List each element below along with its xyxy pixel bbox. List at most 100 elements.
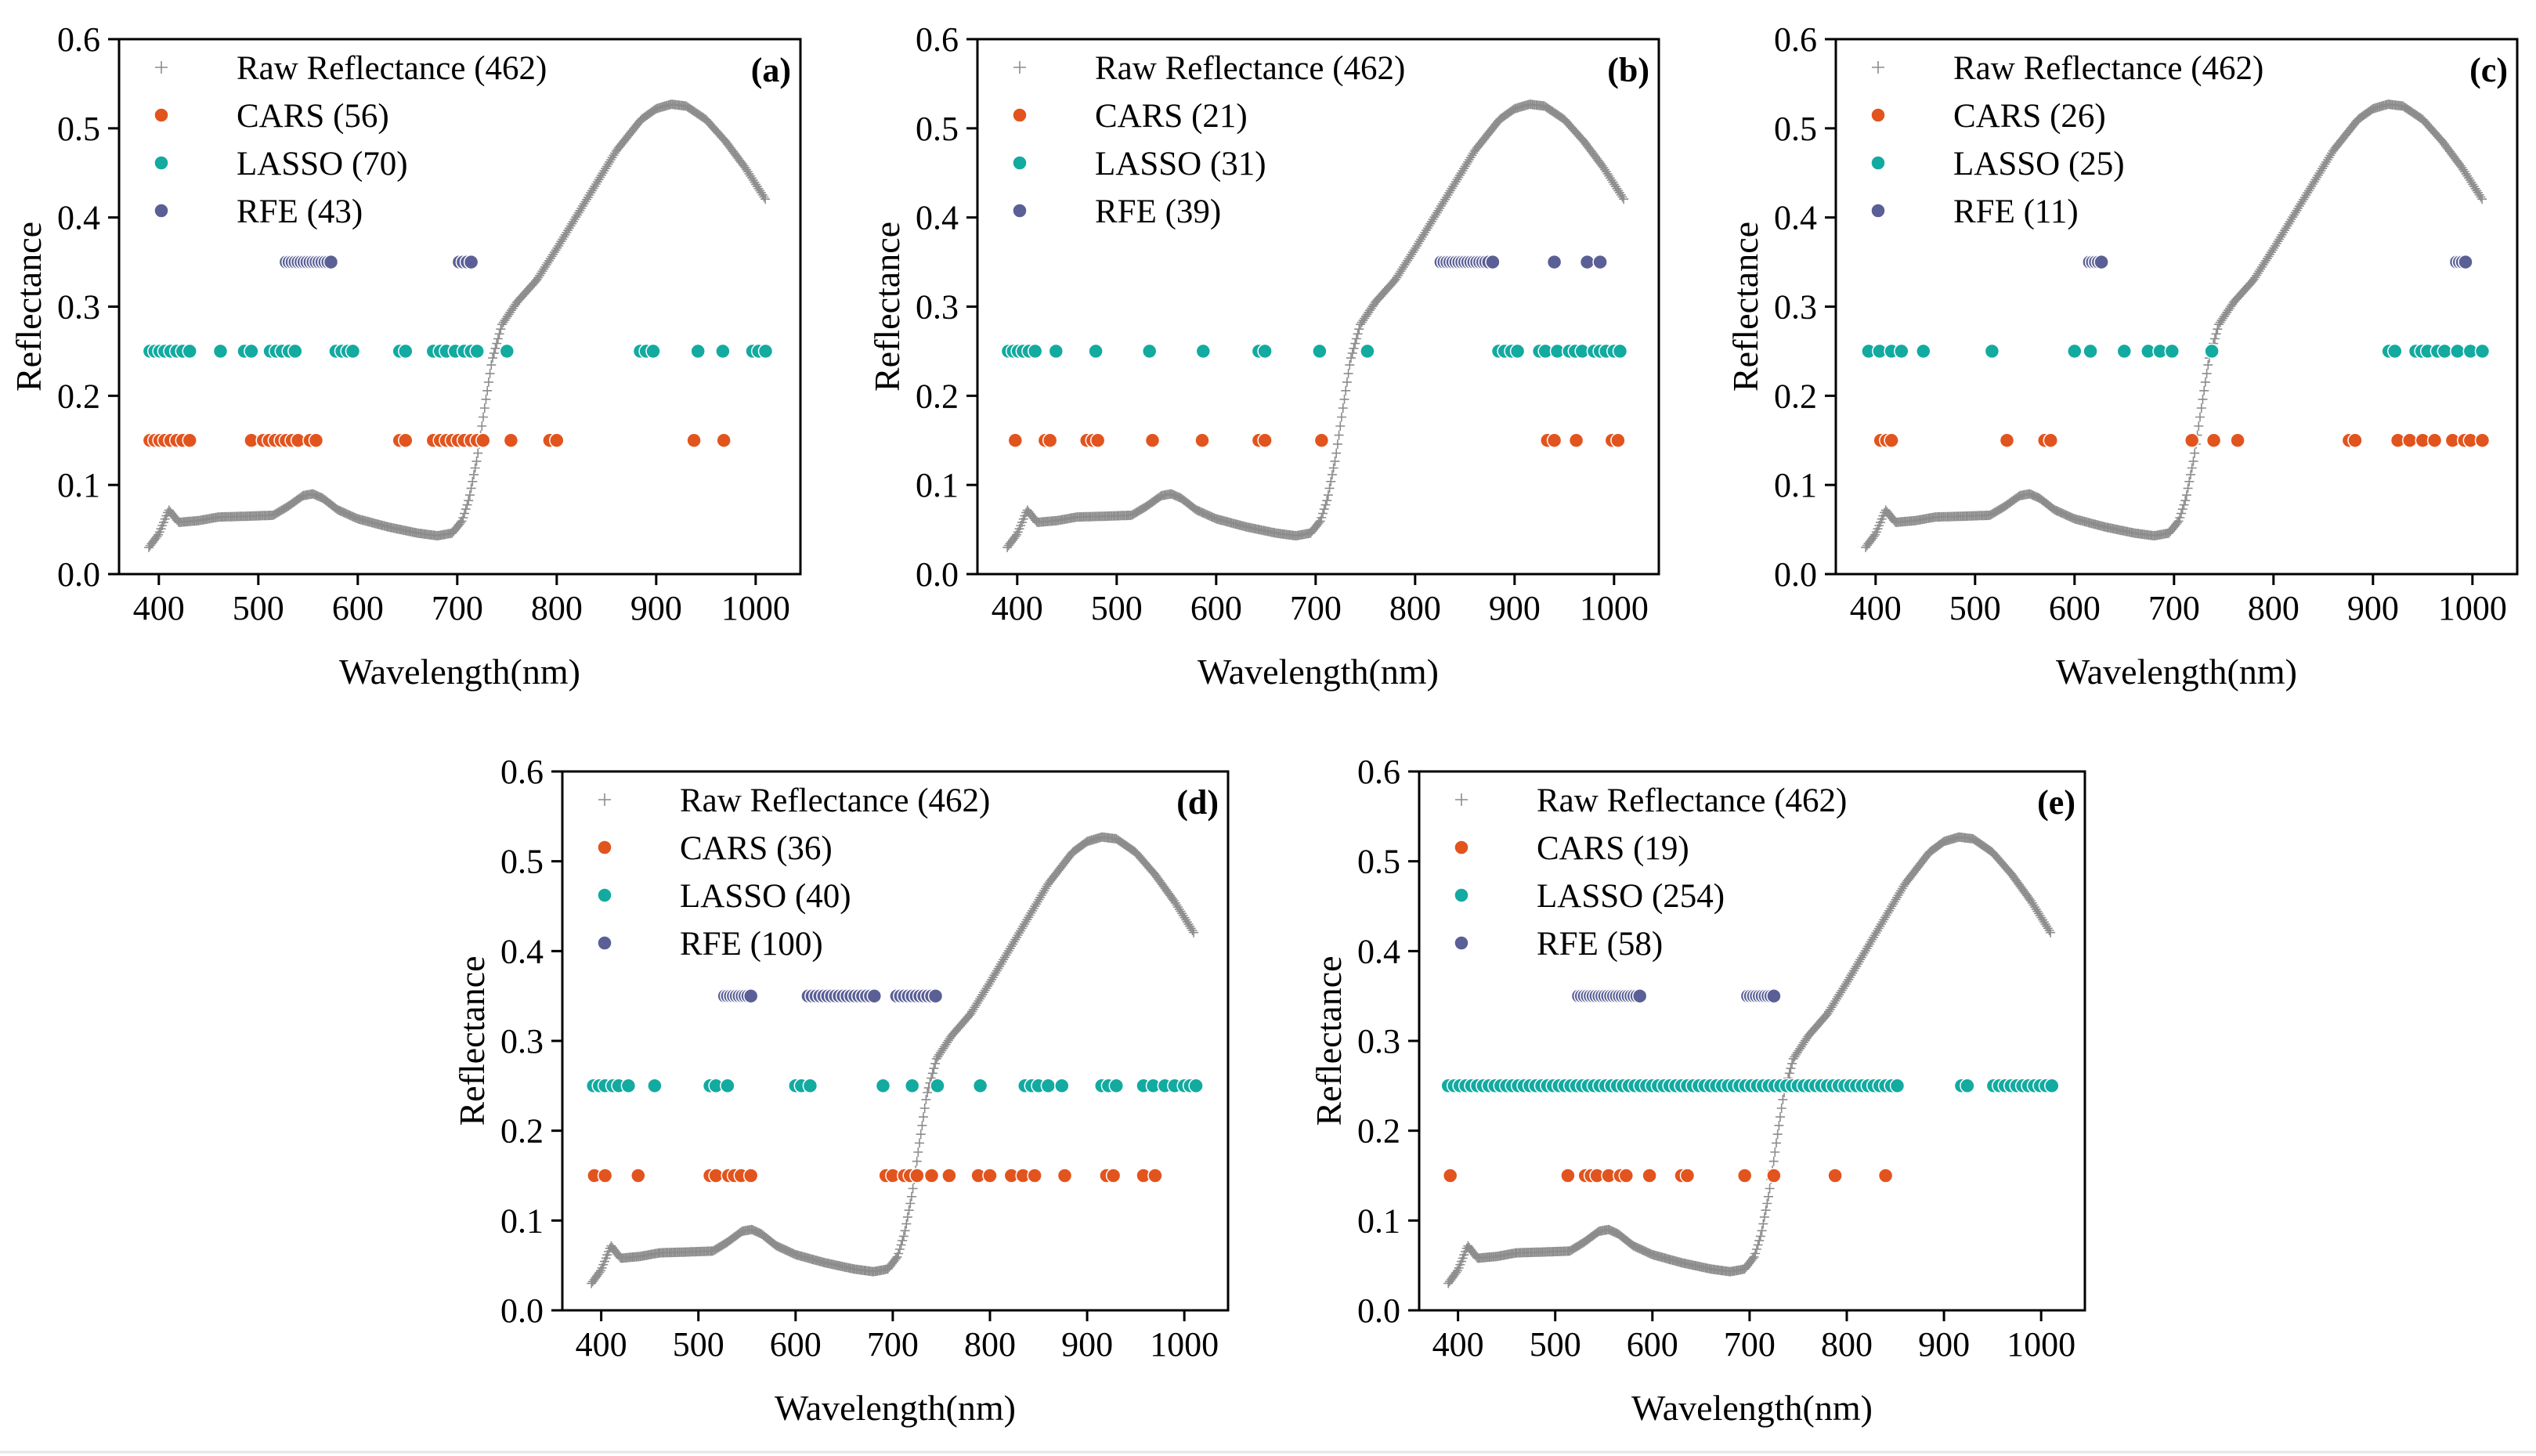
- lasso-point: [1612, 343, 1628, 359]
- raw-reflectance-point: [494, 329, 504, 339]
- y-tick-label: 0.0: [57, 555, 100, 594]
- legend-label: LASSO (254): [1537, 878, 1725, 915]
- raw-reflectance-point: [469, 470, 479, 480]
- lasso-point: [2067, 343, 2083, 359]
- y-tick-label: 0.1: [57, 466, 100, 504]
- cars-point: [1313, 432, 1330, 449]
- raw-reflectance-point: [1341, 385, 1351, 396]
- cars-point: [1089, 432, 1106, 449]
- cars-point: [1560, 1168, 1576, 1183]
- raw-reflectance-point: [470, 463, 480, 473]
- legend-label: CARS (19): [1537, 830, 1689, 867]
- legend-rfe-symbol: [597, 935, 612, 951]
- legend: Raw Reflectance (462) CARS (56) LASSO (70)…: [154, 50, 547, 230]
- legend-lasso-symbol: [154, 155, 169, 171]
- lasso-point: [757, 343, 774, 359]
- raw-reflectance-point: [1754, 1235, 1765, 1245]
- raw-reflectance-point: [2177, 508, 2186, 518]
- cars-point: [1679, 1168, 1696, 1183]
- lasso-point: [1360, 343, 1375, 359]
- raw-reflectance-point: [1332, 439, 1342, 450]
- x-tick-label: 400: [133, 589, 185, 627]
- cars-series: [1007, 432, 1626, 449]
- raw-reflectance-point: [2196, 403, 2206, 413]
- raw-reflectance-point: [927, 1073, 937, 1083]
- cars-point: [1610, 432, 1626, 449]
- cars-point: [982, 1168, 998, 1183]
- raw-reflectance-point: [896, 1240, 906, 1250]
- lasso-point: [2387, 343, 2403, 359]
- lasso-point: [645, 343, 661, 359]
- raw-reflectance-point: [464, 496, 474, 506]
- lasso-point: [1916, 343, 1931, 359]
- raw-reflectance-point: [759, 192, 769, 202]
- cars-point: [1007, 432, 1024, 449]
- x-tick-label: 600: [2049, 589, 2101, 627]
- cars-point: [2402, 432, 2418, 449]
- cars-point: [503, 432, 519, 449]
- raw-reflectance-point: [919, 1112, 928, 1122]
- cars-point: [398, 432, 414, 449]
- raw-reflectance-point: [930, 1058, 941, 1068]
- cars-point: [686, 432, 702, 449]
- x-tick-label: 900: [1061, 1325, 1113, 1364]
- raw-reflectance-point: [1765, 1183, 1775, 1194]
- raw-reflectance-point: [489, 348, 499, 358]
- legend-label: Raw Reflectance (462): [237, 50, 547, 87]
- legend-label: CARS (36): [680, 830, 833, 867]
- y-tick-label: 0.3: [1357, 1022, 1400, 1060]
- raw-reflectance-point: [1334, 430, 1344, 440]
- legend-cars-symbol: [1012, 107, 1028, 123]
- raw-reflectance-point: [468, 476, 478, 486]
- raw-reflectance-point: [2186, 470, 2195, 480]
- raw-reflectance-point: [2211, 329, 2221, 339]
- y-tick-label: 0.1: [1774, 466, 1817, 504]
- raw-reflectance-point: [482, 385, 493, 396]
- lasso-point: [930, 1078, 945, 1094]
- raw-reflectance-point: [2198, 394, 2208, 404]
- raw-reflectance-point: [923, 1088, 933, 1097]
- y-tick-label: 0.2: [1357, 1112, 1400, 1151]
- chart-panel-d: 400 500 600 700 800 900 1000 0.0 0.1 0.2 0.3 0.4 0.5…: [452, 753, 1230, 1428]
- raw-reflectance-point: [894, 1245, 905, 1254]
- raw-reflectance-point: [927, 1068, 937, 1078]
- raw-reflectance-point: [760, 194, 771, 204]
- raw-reflectance-point: [2195, 412, 2205, 422]
- legend-label: CARS (21): [1095, 98, 1248, 135]
- legend-label: Raw Reflectance (462): [1095, 50, 1405, 87]
- x-tick-label: 700: [432, 589, 483, 627]
- raw-reflectance-point: [2181, 490, 2191, 500]
- cars-series: [1873, 432, 2491, 449]
- x-tick-label: 700: [2148, 589, 2200, 627]
- raw-reflectance-point: [1619, 194, 1629, 204]
- y-tick-label: 0.3: [57, 288, 100, 327]
- cars-point: [1568, 432, 1584, 449]
- lasso-point: [2083, 343, 2098, 359]
- rfe-series: [2082, 254, 2473, 270]
- raw-reflectance-point: [1320, 500, 1331, 510]
- raw-reflectance-point: [458, 513, 468, 522]
- cars-point: [1766, 1168, 1782, 1183]
- cars-point: [1442, 1168, 1458, 1183]
- cars-point: [1027, 1168, 1042, 1183]
- chart-panel-c: 400 500 600 700 800 900 1000 0.0 0.1 0.2 0.3 0.4 0.5…: [1725, 20, 2519, 692]
- raw-reflectance-point: [1343, 368, 1353, 378]
- raw-reflectance-point: [486, 359, 497, 370]
- raw-reflectance-point: [898, 1235, 908, 1245]
- x-tick-label: 700: [1724, 1325, 1776, 1364]
- lasso-point: [802, 1078, 818, 1094]
- raw-reflectance-point: [929, 1064, 939, 1074]
- lasso-point: [1188, 1078, 1204, 1094]
- lasso-point: [212, 343, 229, 359]
- y-tick-label: 0.1: [500, 1201, 544, 1240]
- raw-reflectance-point: [1762, 1198, 1772, 1209]
- chart-panel-a: 400 500 600 700 800 900 1000 0.0 0.1 0.2 0.3 0.4 0.5…: [9, 20, 802, 692]
- raw-reflectance-point: [905, 1198, 916, 1209]
- raw-reflectance-point: [915, 1138, 924, 1148]
- legend-label: Raw Reflectance (462): [680, 782, 990, 819]
- raw-reflectance-point: [1328, 463, 1338, 473]
- x-tick-label: 800: [964, 1325, 1016, 1364]
- raw-reflectance-point: [1786, 1064, 1796, 1074]
- y-axis-title: Reflectance: [9, 222, 49, 392]
- raw-reflectance-series: [1002, 99, 1629, 552]
